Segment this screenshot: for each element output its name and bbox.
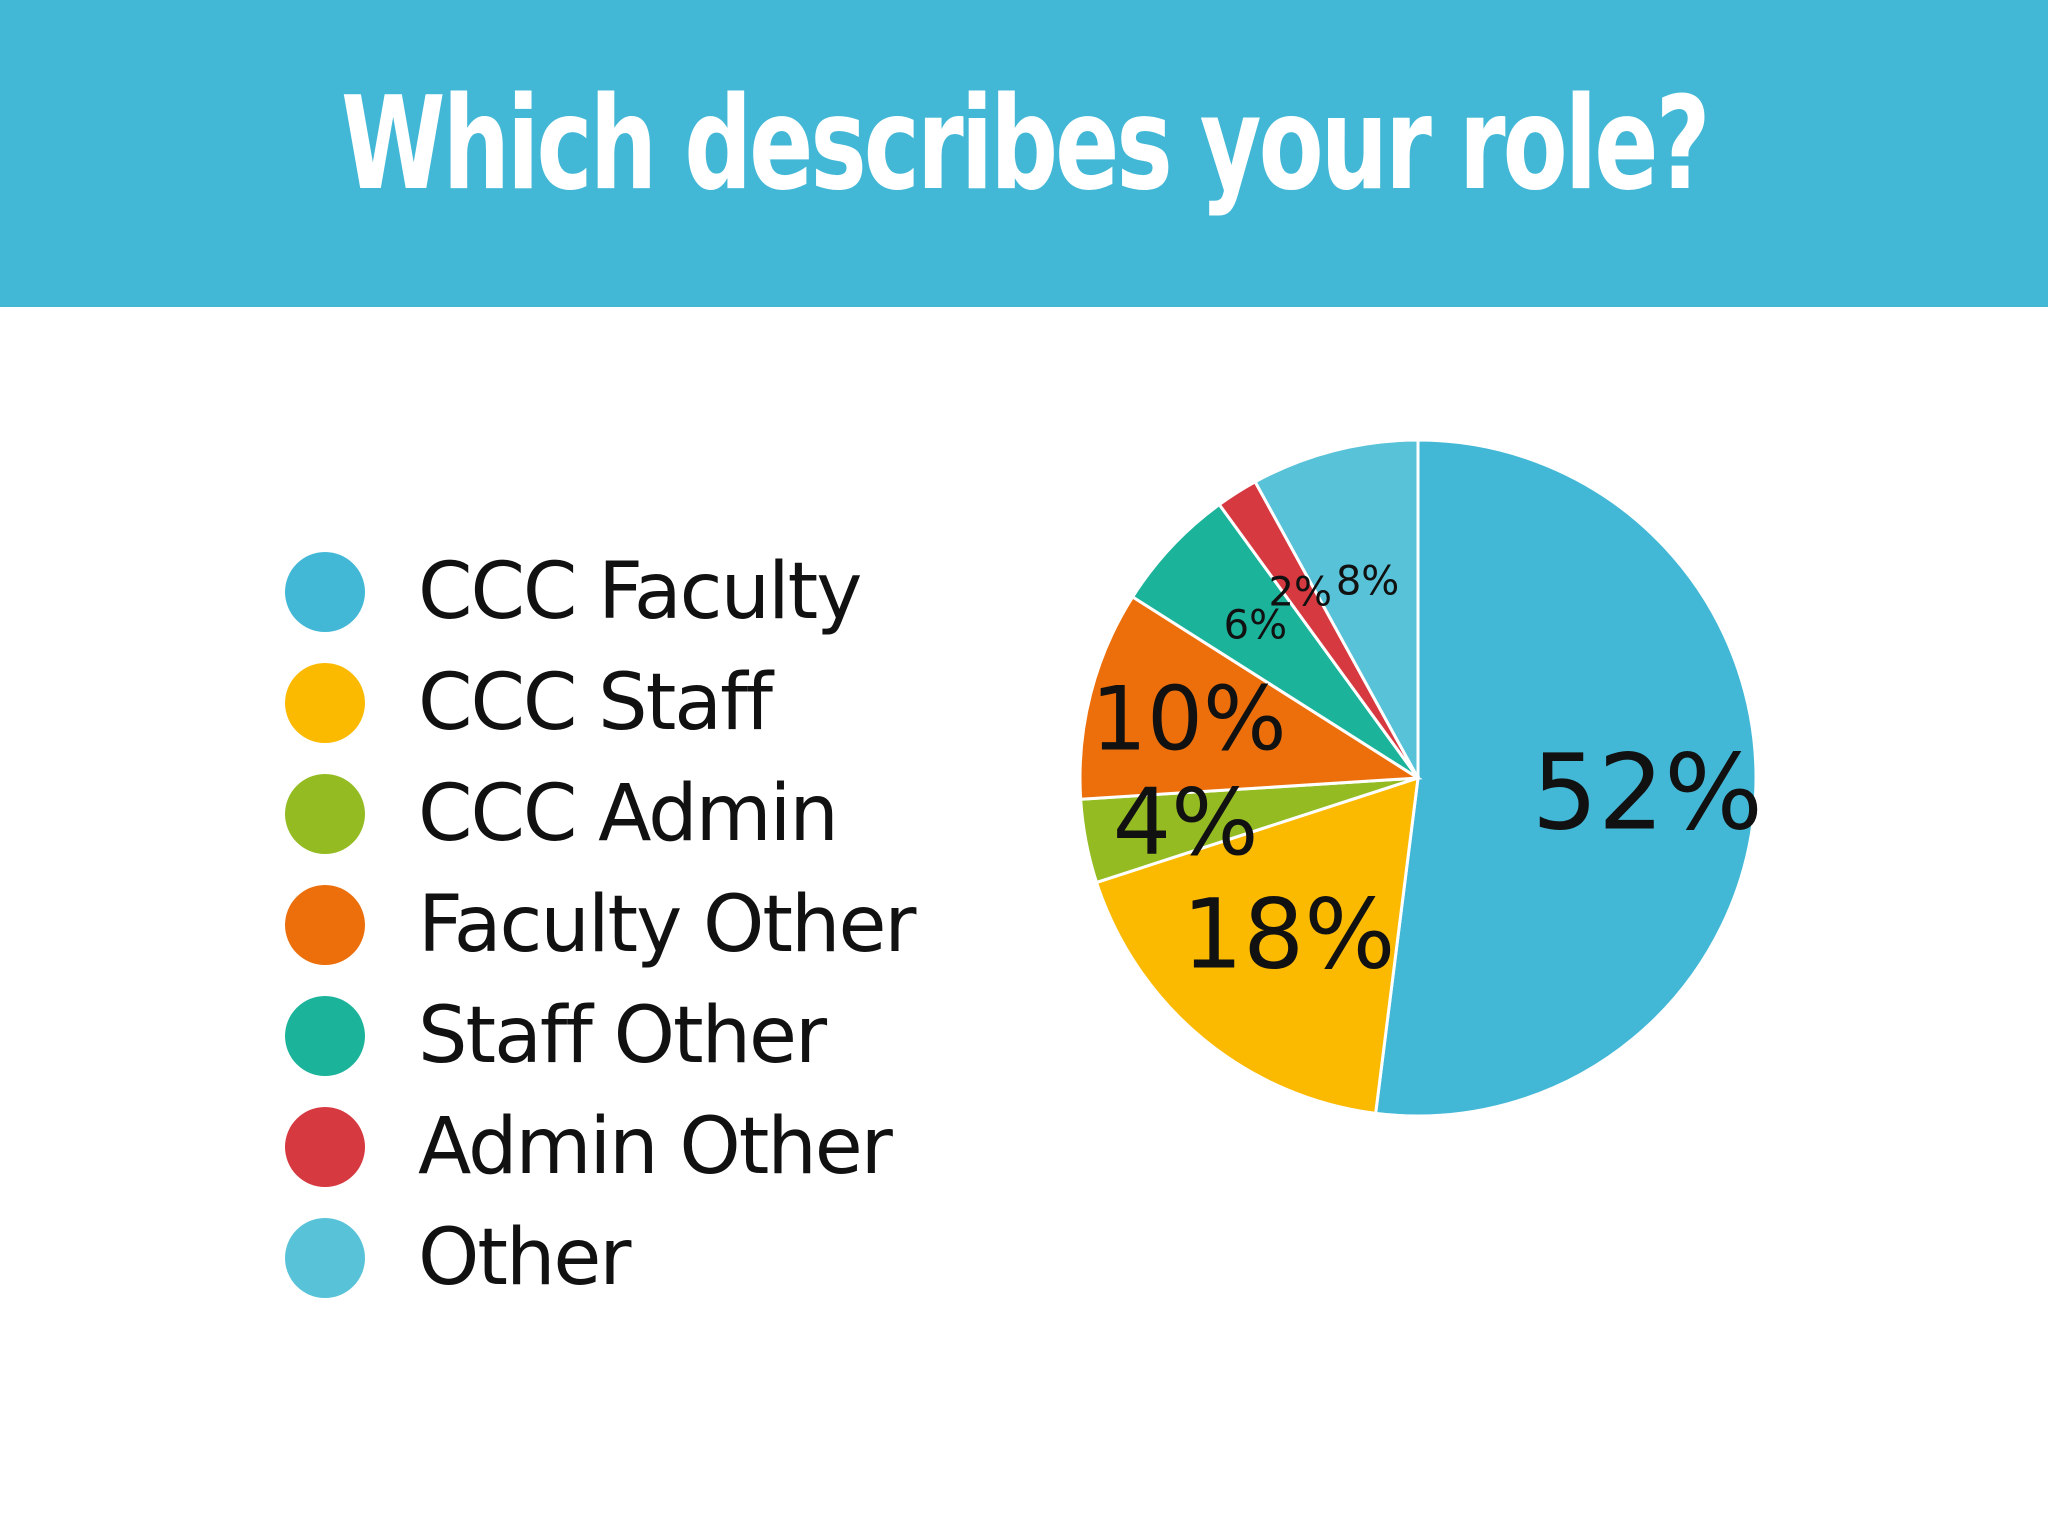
pie-label-other: 8%: [1336, 559, 1399, 605]
pie-label-ccc-staff: 18%: [1182, 878, 1395, 990]
legend-label: Other: [418, 1213, 631, 1303]
legend-item-faculty-other: Faculty Other: [285, 873, 985, 984]
pie-label-faculty-other: 10%: [1091, 668, 1287, 771]
pie-chart: 52% 18% 4% 10% 6% 2% 8%: [1060, 420, 1780, 1140]
legend-item-admin-other: Admin Other: [285, 1095, 985, 1206]
legend-item-other: Other: [285, 1206, 985, 1317]
pie-label-staff-other: 6%: [1224, 602, 1287, 648]
legend-swatch: [285, 663, 365, 743]
legend-item-ccc-faculty: CCC Faculty: [285, 540, 985, 651]
legend-item-ccc-admin: CCC Admin: [285, 762, 985, 873]
pie-slice-ccc-faculty: [1373, 438, 1758, 1118]
legend-label: Staff Other: [418, 991, 827, 1081]
legend-swatch: [285, 885, 365, 965]
legend-swatch: [285, 774, 365, 854]
pie-slice-ccc-staff: [1094, 775, 1420, 1116]
legend-swatch: [285, 552, 365, 632]
pie-slice-other: [1253, 438, 1420, 779]
legend-label: Admin Other: [418, 1102, 893, 1192]
legend-label: CCC Faculty: [418, 547, 862, 637]
pie-label-admin-other: 2%: [1269, 570, 1332, 616]
pie-label-ccc-admin: 4%: [1113, 769, 1259, 876]
legend-label: CCC Admin: [418, 769, 839, 859]
pie-slice-faculty-other: [1078, 594, 1423, 801]
title-banner: Which describes your role?: [0, 0, 2048, 307]
pie-slice-staff-other: [1130, 502, 1420, 780]
legend-swatch: [285, 1107, 365, 1187]
chart-legend: CCC Faculty CCC Staff CCC Admin Faculty …: [285, 540, 985, 1317]
pie-chart-svg: 52% 18%4%10% 6%2% 8%: [1078, 438, 1763, 1118]
legend-label: CCC Staff: [418, 658, 773, 748]
legend-swatch: [285, 1218, 365, 1298]
legend-swatch: [285, 996, 365, 1076]
legend-label: Faculty Other: [418, 880, 917, 970]
page-title: Which describes your role?: [340, 70, 1710, 219]
legend-item-staff-other: Staff Other: [285, 984, 985, 1095]
legend-item-ccc-staff: CCC Staff: [285, 651, 985, 762]
pie-label-ccc-faculty: 52%: [1532, 731, 1763, 853]
